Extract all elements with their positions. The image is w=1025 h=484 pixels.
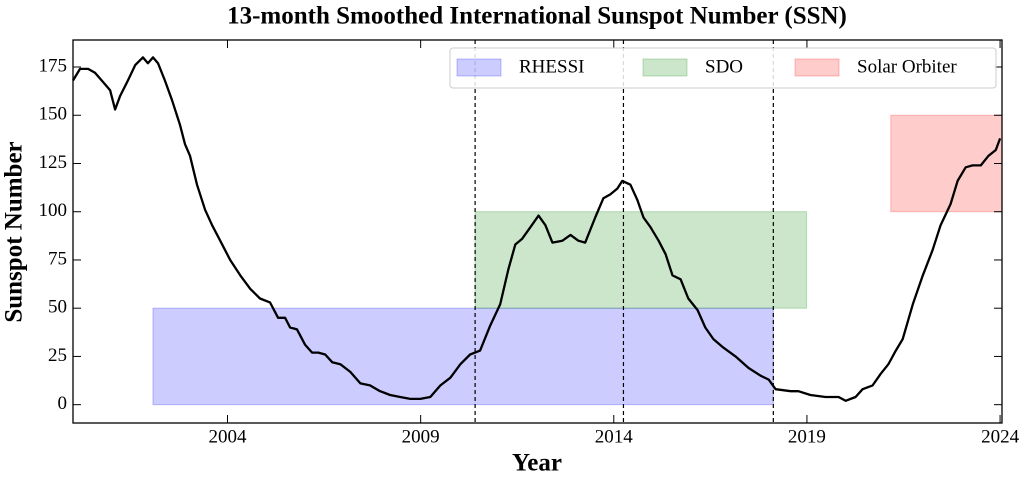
y-tick-label: 0 <box>58 393 68 414</box>
mission-span <box>152 307 774 406</box>
ssn-line <box>72 56 1002 402</box>
legend-label: Solar Orbiter <box>857 56 957 77</box>
x-tick-label: 2019 <box>788 426 826 447</box>
x-axis-label: Year <box>512 450 562 477</box>
y-axis-label: Sunspot Number <box>1 141 28 322</box>
y-tick-label: 175 <box>39 55 68 76</box>
x-tick-label: 2009 <box>402 426 440 447</box>
legend-swatch <box>456 58 502 77</box>
legend-label: RHESSI <box>519 56 584 77</box>
legend-swatch <box>642 58 688 77</box>
plot-frame <box>72 39 1003 424</box>
y-tick-label: 150 <box>39 104 68 125</box>
y-tick-label: 75 <box>48 248 67 269</box>
legend-label: SDO <box>705 56 743 77</box>
mission-span <box>474 211 808 309</box>
legend-swatch <box>794 58 840 77</box>
x-tick-label: 2014 <box>595 426 634 447</box>
chart-title: 13-month Smoothed International Sunspot … <box>227 3 847 30</box>
x-tick-label: 2024 <box>981 426 1020 447</box>
legend-box <box>449 47 997 89</box>
y-tick-label: 125 <box>39 152 68 173</box>
mission-span <box>890 114 1003 213</box>
y-tick-label: 50 <box>48 297 67 318</box>
x-tick-label: 2004 <box>209 426 248 447</box>
y-tick-label: 100 <box>39 200 68 221</box>
y-tick-label: 25 <box>48 345 67 366</box>
